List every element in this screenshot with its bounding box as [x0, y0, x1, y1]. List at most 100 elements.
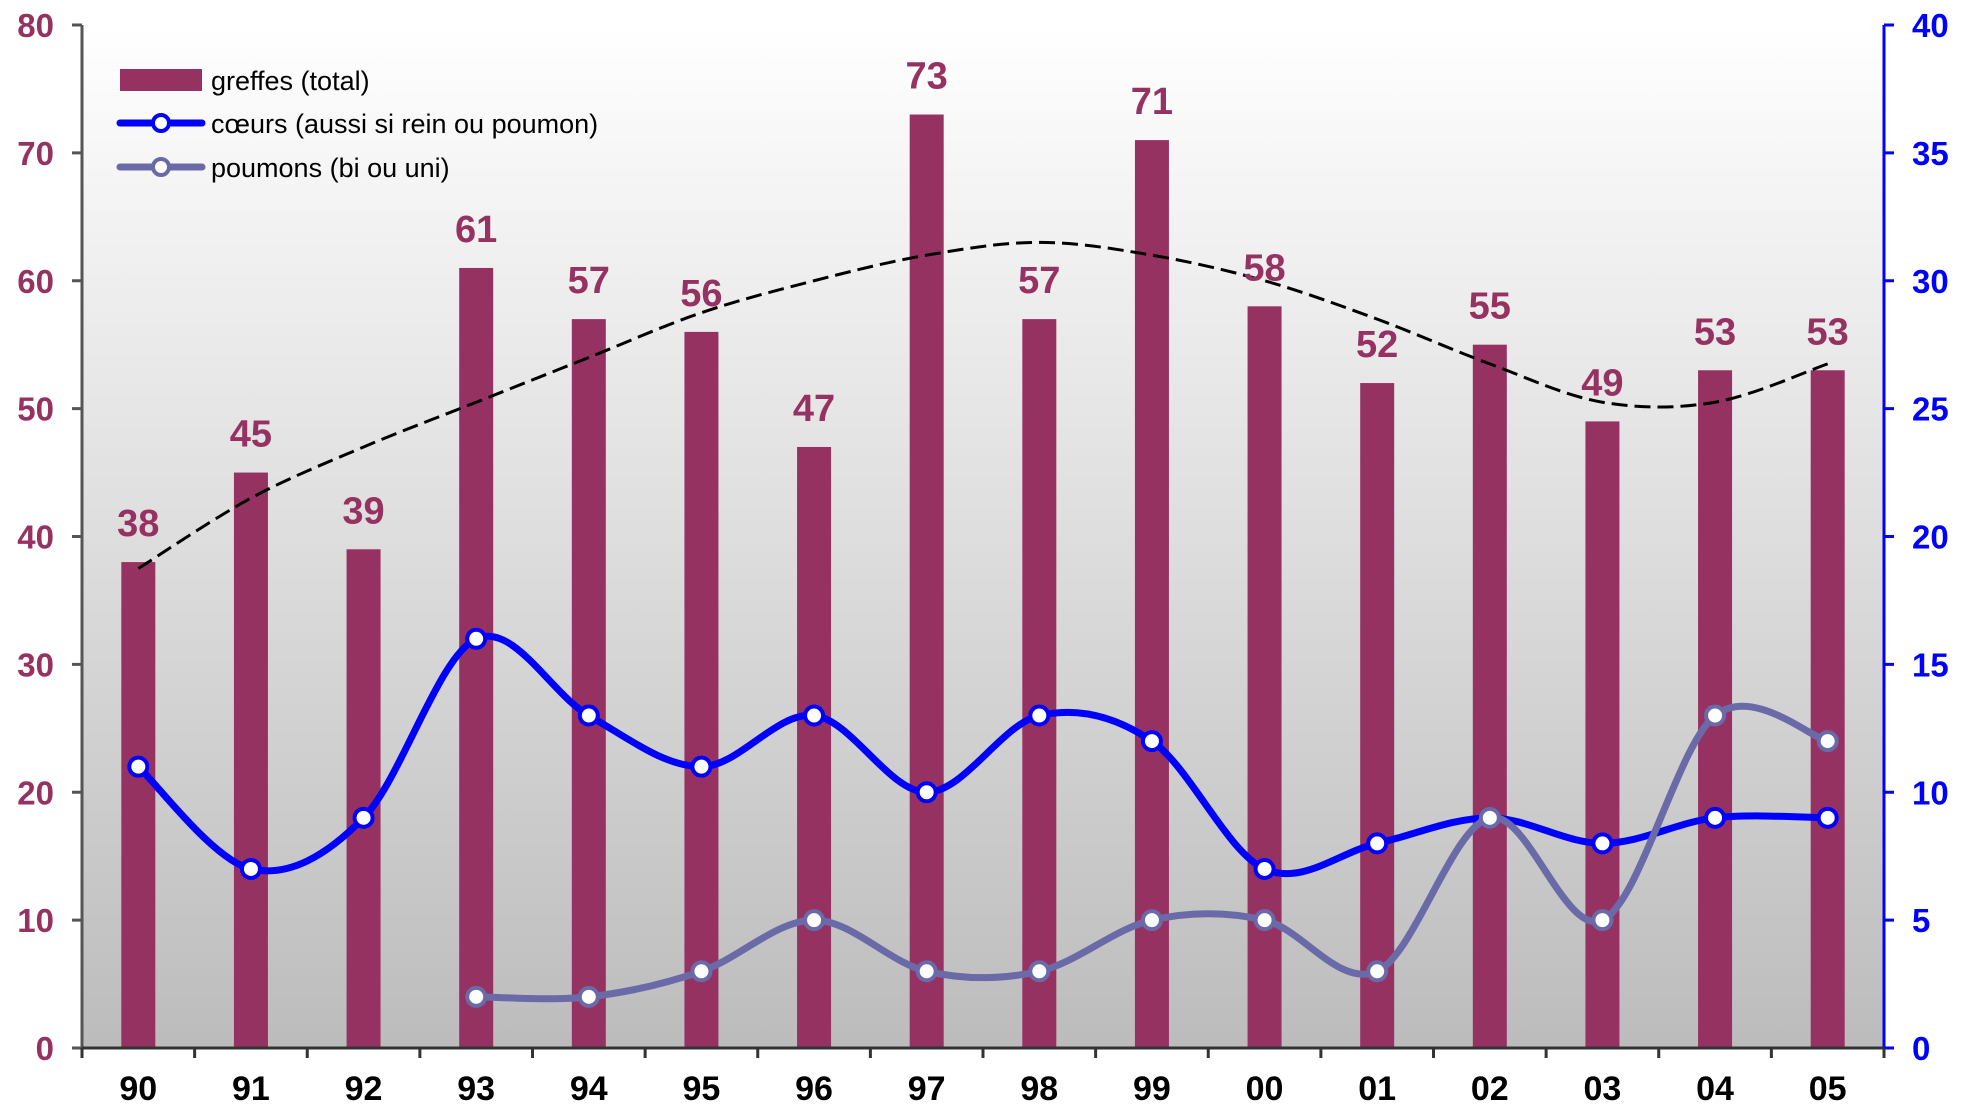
bar-03: [1585, 421, 1620, 1049]
y-left-tick-label-80: 80: [17, 7, 54, 44]
bar-97: [909, 114, 944, 1048]
bar-label-00: 58: [1243, 247, 1285, 289]
trendline-layer: [137, 240, 1829, 570]
legend-swatch-marker: [151, 113, 171, 133]
bar-label-96: 47: [793, 388, 835, 430]
point-coeurs-92: [352, 806, 375, 829]
point-coeurs-98: [1028, 704, 1051, 727]
bar-91: [233, 472, 268, 1048]
bar-96: [797, 446, 832, 1048]
point-coeurs-00: [1253, 857, 1276, 880]
point-poumons-93: [465, 985, 488, 1008]
y-left-tick-label-20: 20: [17, 774, 54, 811]
point-poumons-01: [1366, 960, 1389, 983]
x-tick-label-01: 01: [1358, 1070, 1396, 1108]
bar-label-94: 57: [568, 260, 610, 302]
y-left-tick-label-70: 70: [17, 135, 54, 172]
x-tick-label-97: 97: [908, 1070, 946, 1108]
point-poumons-95: [690, 960, 713, 983]
y-left-tick-label-10: 10: [17, 902, 54, 939]
legend-swatch-bar: [120, 69, 202, 91]
bar-label-04: 53: [1694, 311, 1736, 353]
bar-label-95: 56: [680, 273, 722, 315]
point-poumons-02: [1478, 806, 1501, 829]
x-tick-label-98: 98: [1020, 1070, 1058, 1108]
bar-label-93: 61: [455, 209, 497, 251]
bar-98: [1022, 319, 1057, 1048]
bar-label-91: 45: [230, 414, 272, 456]
point-coeurs-04: [1704, 806, 1727, 829]
bar-label-97: 73: [906, 56, 948, 98]
x-tick-label-93: 93: [457, 1070, 495, 1108]
point-poumons-03: [1591, 909, 1614, 932]
trendline: [137, 240, 1829, 570]
point-coeurs-90: [127, 755, 150, 778]
point-poumons-00: [1253, 909, 1276, 932]
point-coeurs-01: [1366, 832, 1389, 855]
point-coeurs-95: [690, 755, 713, 778]
bar-02: [1472, 344, 1507, 1048]
bar-label-05: 53: [1807, 311, 1849, 353]
bar-94: [571, 319, 606, 1048]
bar-01: [1360, 383, 1395, 1048]
y-right-tick-label-5: 5: [1912, 902, 1930, 939]
point-poumons-94: [577, 985, 600, 1008]
point-coeurs-96: [803, 704, 826, 727]
legend-item-0: greffes (total): [120, 66, 370, 96]
y-left-tick-label-50: 50: [17, 391, 54, 428]
bar-05: [1810, 370, 1845, 1048]
legend-label: greffes (total): [211, 66, 370, 96]
bar-95: [684, 331, 719, 1048]
legend-item-1: cœurs (aussi si rein ou poumon): [116, 109, 598, 139]
x-tick-label-02: 02: [1471, 1070, 1509, 1108]
x-tick-label-99: 99: [1133, 1070, 1171, 1108]
y-right-tick-label-40: 40: [1912, 7, 1949, 44]
y-right-tick-label-30: 30: [1912, 263, 1949, 300]
y-right-tick-label-20: 20: [1912, 519, 1949, 556]
x-tick-label-91: 91: [232, 1070, 270, 1108]
bars-layer: [121, 114, 1845, 1049]
point-poumons-99: [1140, 909, 1163, 932]
legend: greffes (total) cœurs (aussi si rein ou p…: [116, 66, 598, 183]
point-coeurs-99: [1140, 730, 1163, 753]
bar-93: [459, 267, 494, 1048]
point-poumons-05: [1816, 730, 1839, 753]
y-left-tick-label-30: 30: [17, 646, 54, 683]
x-tick-label-95: 95: [683, 1070, 721, 1108]
y-right-tick-label-10: 10: [1912, 774, 1949, 811]
y-right-tick-label-35: 35: [1912, 135, 1949, 172]
point-coeurs-03: [1591, 832, 1614, 855]
bar-label-92: 39: [342, 490, 384, 532]
x-tick-label-00: 00: [1246, 1070, 1284, 1108]
y-right-tick-label-0: 0: [1912, 1030, 1930, 1067]
lines-layer: [127, 627, 1839, 1008]
line-coeurs: [134, 632, 1832, 878]
y-right-tick-label-15: 15: [1912, 646, 1949, 683]
y-right-tick-label-25: 25: [1912, 391, 1949, 428]
point-poumons-98: [1028, 960, 1051, 983]
bar-00: [1247, 306, 1282, 1048]
bar-label-02: 55: [1469, 286, 1511, 328]
point-coeurs-91: [239, 857, 262, 880]
x-tick-label-94: 94: [570, 1070, 608, 1108]
bar-label-03: 49: [1581, 362, 1623, 404]
bar-99: [1134, 140, 1169, 1048]
point-coeurs-93: [465, 627, 488, 650]
y-left-tick-label-0: 0: [36, 1030, 54, 1067]
legend-label: cœurs (aussi si rein ou poumon): [211, 109, 598, 139]
bar-90: [121, 562, 156, 1048]
x-tick-label-96: 96: [795, 1070, 833, 1108]
bar-data-labels: 38 45 39 61 57 56 47 73 57 71 58 52 55 49 53 53: [117, 56, 1849, 546]
x-tick-label-04: 04: [1696, 1070, 1734, 1108]
legend-item-2: poumons (bi ou uni): [116, 153, 450, 183]
y-left-tick-label-40: 40: [17, 519, 54, 556]
point-poumons-96: [803, 909, 826, 932]
legend-swatch-marker: [151, 157, 171, 177]
bar-label-98: 57: [1018, 260, 1060, 302]
x-tick-label-90: 90: [119, 1070, 157, 1108]
line-poumons: [472, 702, 1832, 1003]
plot-area: [82, 25, 1884, 1048]
